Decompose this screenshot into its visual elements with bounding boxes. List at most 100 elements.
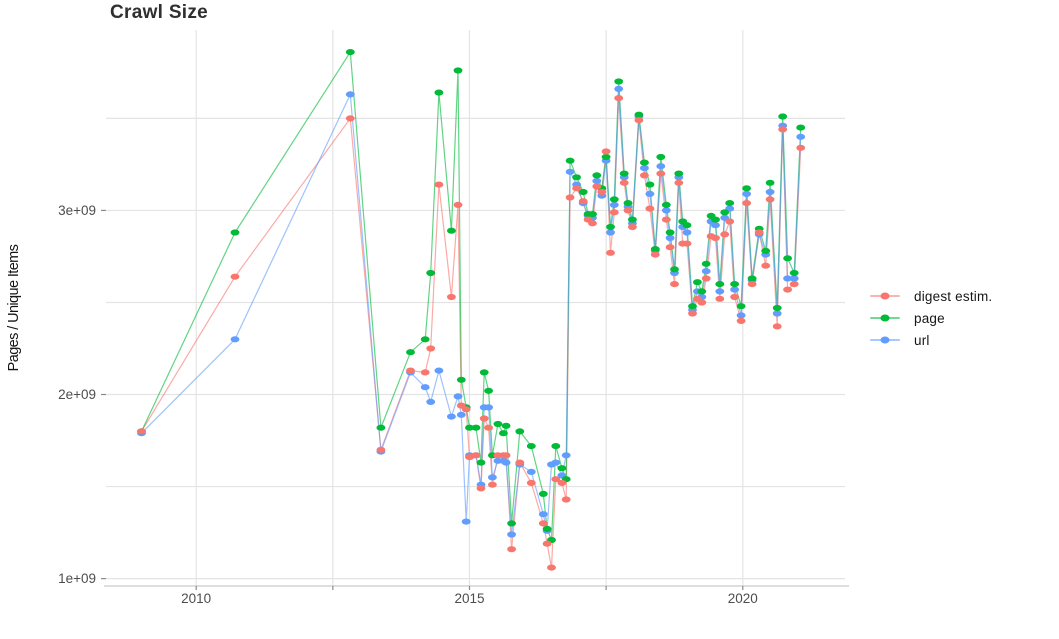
series-point-page (693, 279, 702, 286)
series-point-digest-estim- (447, 293, 456, 301)
series-point-digest-estim- (526, 479, 536, 486)
series-point-page (471, 424, 481, 431)
series-point-digest-estim- (461, 406, 471, 413)
legend-item-digest: digest estim. (868, 288, 992, 304)
series-point-digest-estim- (376, 446, 386, 453)
series-point-page (670, 266, 679, 273)
series-point-url (426, 398, 436, 405)
series-point-page (538, 490, 548, 497)
series-point-page (345, 49, 355, 56)
series-point-digest-estim- (137, 428, 146, 435)
series-point-page (609, 196, 619, 203)
series-point-digest-estim- (796, 144, 806, 151)
series-point-digest-estim- (565, 194, 575, 201)
series-point-digest-estim- (725, 218, 735, 225)
series-line-digest-estim- (140, 97, 802, 569)
series-point-digest-estim- (609, 209, 619, 216)
series-point-digest-estim- (507, 546, 516, 553)
series-point-url (701, 268, 711, 275)
legend-label-url: url (914, 332, 930, 348)
series-point-digest-estim- (426, 345, 436, 352)
series-point-page (634, 111, 644, 118)
series-point-url (501, 459, 511, 466)
series-point-page (476, 459, 486, 466)
series-point-url (796, 133, 806, 140)
series-point-page (796, 124, 806, 131)
series-point-digest-estim- (557, 479, 567, 486)
legend-item-page: page (868, 310, 992, 326)
series-point-page (501, 422, 511, 429)
series-point-digest-estim- (597, 188, 607, 196)
series-point-digest-estim- (453, 201, 463, 208)
series-point-digest-estim- (772, 323, 782, 330)
series-point-digest-estim- (736, 317, 746, 324)
series-line-url (141, 88, 802, 536)
series-point-url (461, 518, 471, 525)
series-point-digest-estim- (406, 367, 415, 374)
series-point-digest-estim- (572, 185, 581, 192)
series-point-digest-estim- (515, 459, 525, 466)
series-point-page (515, 428, 525, 435)
series-point-page (592, 172, 602, 179)
series-point-page (747, 275, 757, 282)
series-point-page (688, 303, 697, 310)
series-point-page (772, 304, 782, 312)
series-point-page (230, 229, 240, 236)
series-point-page (730, 281, 739, 288)
series-point-digest-estim- (674, 179, 684, 186)
series-point-digest-estim- (730, 293, 739, 301)
legend: digest estim. page url (868, 288, 992, 348)
series-point-url (488, 474, 497, 481)
series-point-url (682, 229, 692, 236)
series-point-digest-estim- (761, 262, 771, 269)
y-tick-label: 2e+09 (58, 387, 96, 402)
series-point-url (592, 177, 602, 185)
series-point-page (682, 222, 692, 229)
series-point-digest-estim- (420, 369, 430, 376)
series-point-page (465, 424, 474, 431)
series-point-url (609, 201, 619, 208)
series-point-page (557, 465, 567, 472)
series-point-digest-estim- (656, 170, 666, 177)
series-point-url (526, 468, 536, 475)
series-point-page (479, 369, 489, 376)
series-point-page (606, 223, 615, 231)
series-point-page (426, 269, 436, 277)
series-point-url (507, 531, 516, 538)
series-point-page (453, 67, 463, 74)
series-point-page (493, 420, 503, 428)
series-point-digest-estim- (601, 148, 611, 155)
series-point-digest-estim- (542, 540, 552, 547)
series-point-digest-estim- (434, 181, 444, 188)
series-point-digest-estim- (783, 286, 792, 293)
series-point-page (588, 211, 597, 218)
series-point-digest-estim- (606, 249, 615, 256)
series-point-digest-estim- (628, 223, 637, 231)
x-tick-label: 2010 (181, 591, 211, 606)
series-point-digest-estim- (645, 205, 655, 212)
series-point-url (447, 413, 456, 420)
series-point-page (376, 424, 386, 431)
series-point-page (484, 387, 493, 394)
series-point-page (619, 170, 629, 177)
series-point-url (640, 165, 649, 172)
series-point-page (572, 174, 581, 181)
series-point-digest-estim- (715, 295, 725, 302)
series-point-page (665, 229, 675, 236)
series-point-digest-estim- (551, 476, 561, 483)
series-point-url (484, 404, 493, 411)
series-point-page (628, 216, 637, 223)
series-point-page (434, 89, 444, 96)
x-tick-label: 2015 (454, 591, 484, 606)
series-point-url (230, 336, 240, 343)
series-point-page (783, 255, 792, 262)
series-point-digest-estim- (619, 179, 629, 186)
series-point-page (565, 157, 575, 164)
series-point-page (736, 303, 746, 310)
series-point-digest-estim- (547, 564, 556, 571)
legend-key-page-icon (868, 310, 902, 326)
series-point-page (578, 188, 588, 196)
series-point-url (711, 222, 720, 229)
series-point-digest-estim- (640, 172, 649, 179)
